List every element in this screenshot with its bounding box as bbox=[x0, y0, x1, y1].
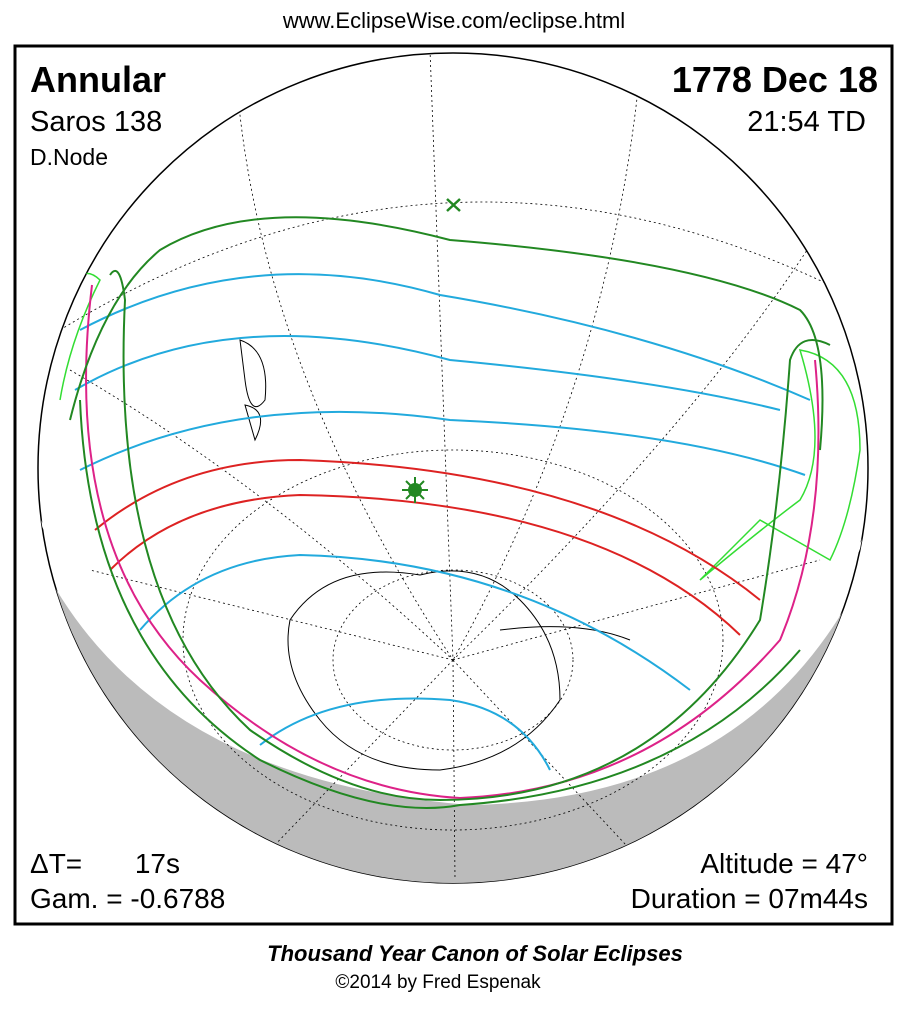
altitude: Altitude = 47° bbox=[700, 848, 868, 879]
greatest-eclipse-mark bbox=[402, 477, 428, 503]
footer-credit: ©2014 by Fred Espenak bbox=[335, 972, 541, 993]
globe bbox=[37, 52, 869, 884]
saros: Saros 138 bbox=[30, 106, 162, 138]
sub-solar-mark bbox=[446, 198, 461, 212]
frame bbox=[13, 44, 894, 926]
delta-t-value: 17s bbox=[135, 848, 180, 879]
node: D.Node bbox=[30, 144, 108, 170]
gamma: Gam. = -0.6788 bbox=[30, 883, 225, 914]
eclipse-type: Annular bbox=[30, 59, 166, 100]
duration: Duration = 07m44s bbox=[631, 883, 868, 914]
source-url: www.EclipseWise.com/eclipse.html bbox=[282, 8, 625, 33]
time: 21:54 TD bbox=[747, 106, 866, 138]
delta-t-label: ΔT= bbox=[30, 848, 82, 879]
eclipse-date: 1778 Dec 18 bbox=[672, 59, 878, 100]
night-shadow bbox=[40, 560, 868, 883]
footer-title: Thousand Year Canon of Solar Eclipses bbox=[267, 941, 683, 966]
